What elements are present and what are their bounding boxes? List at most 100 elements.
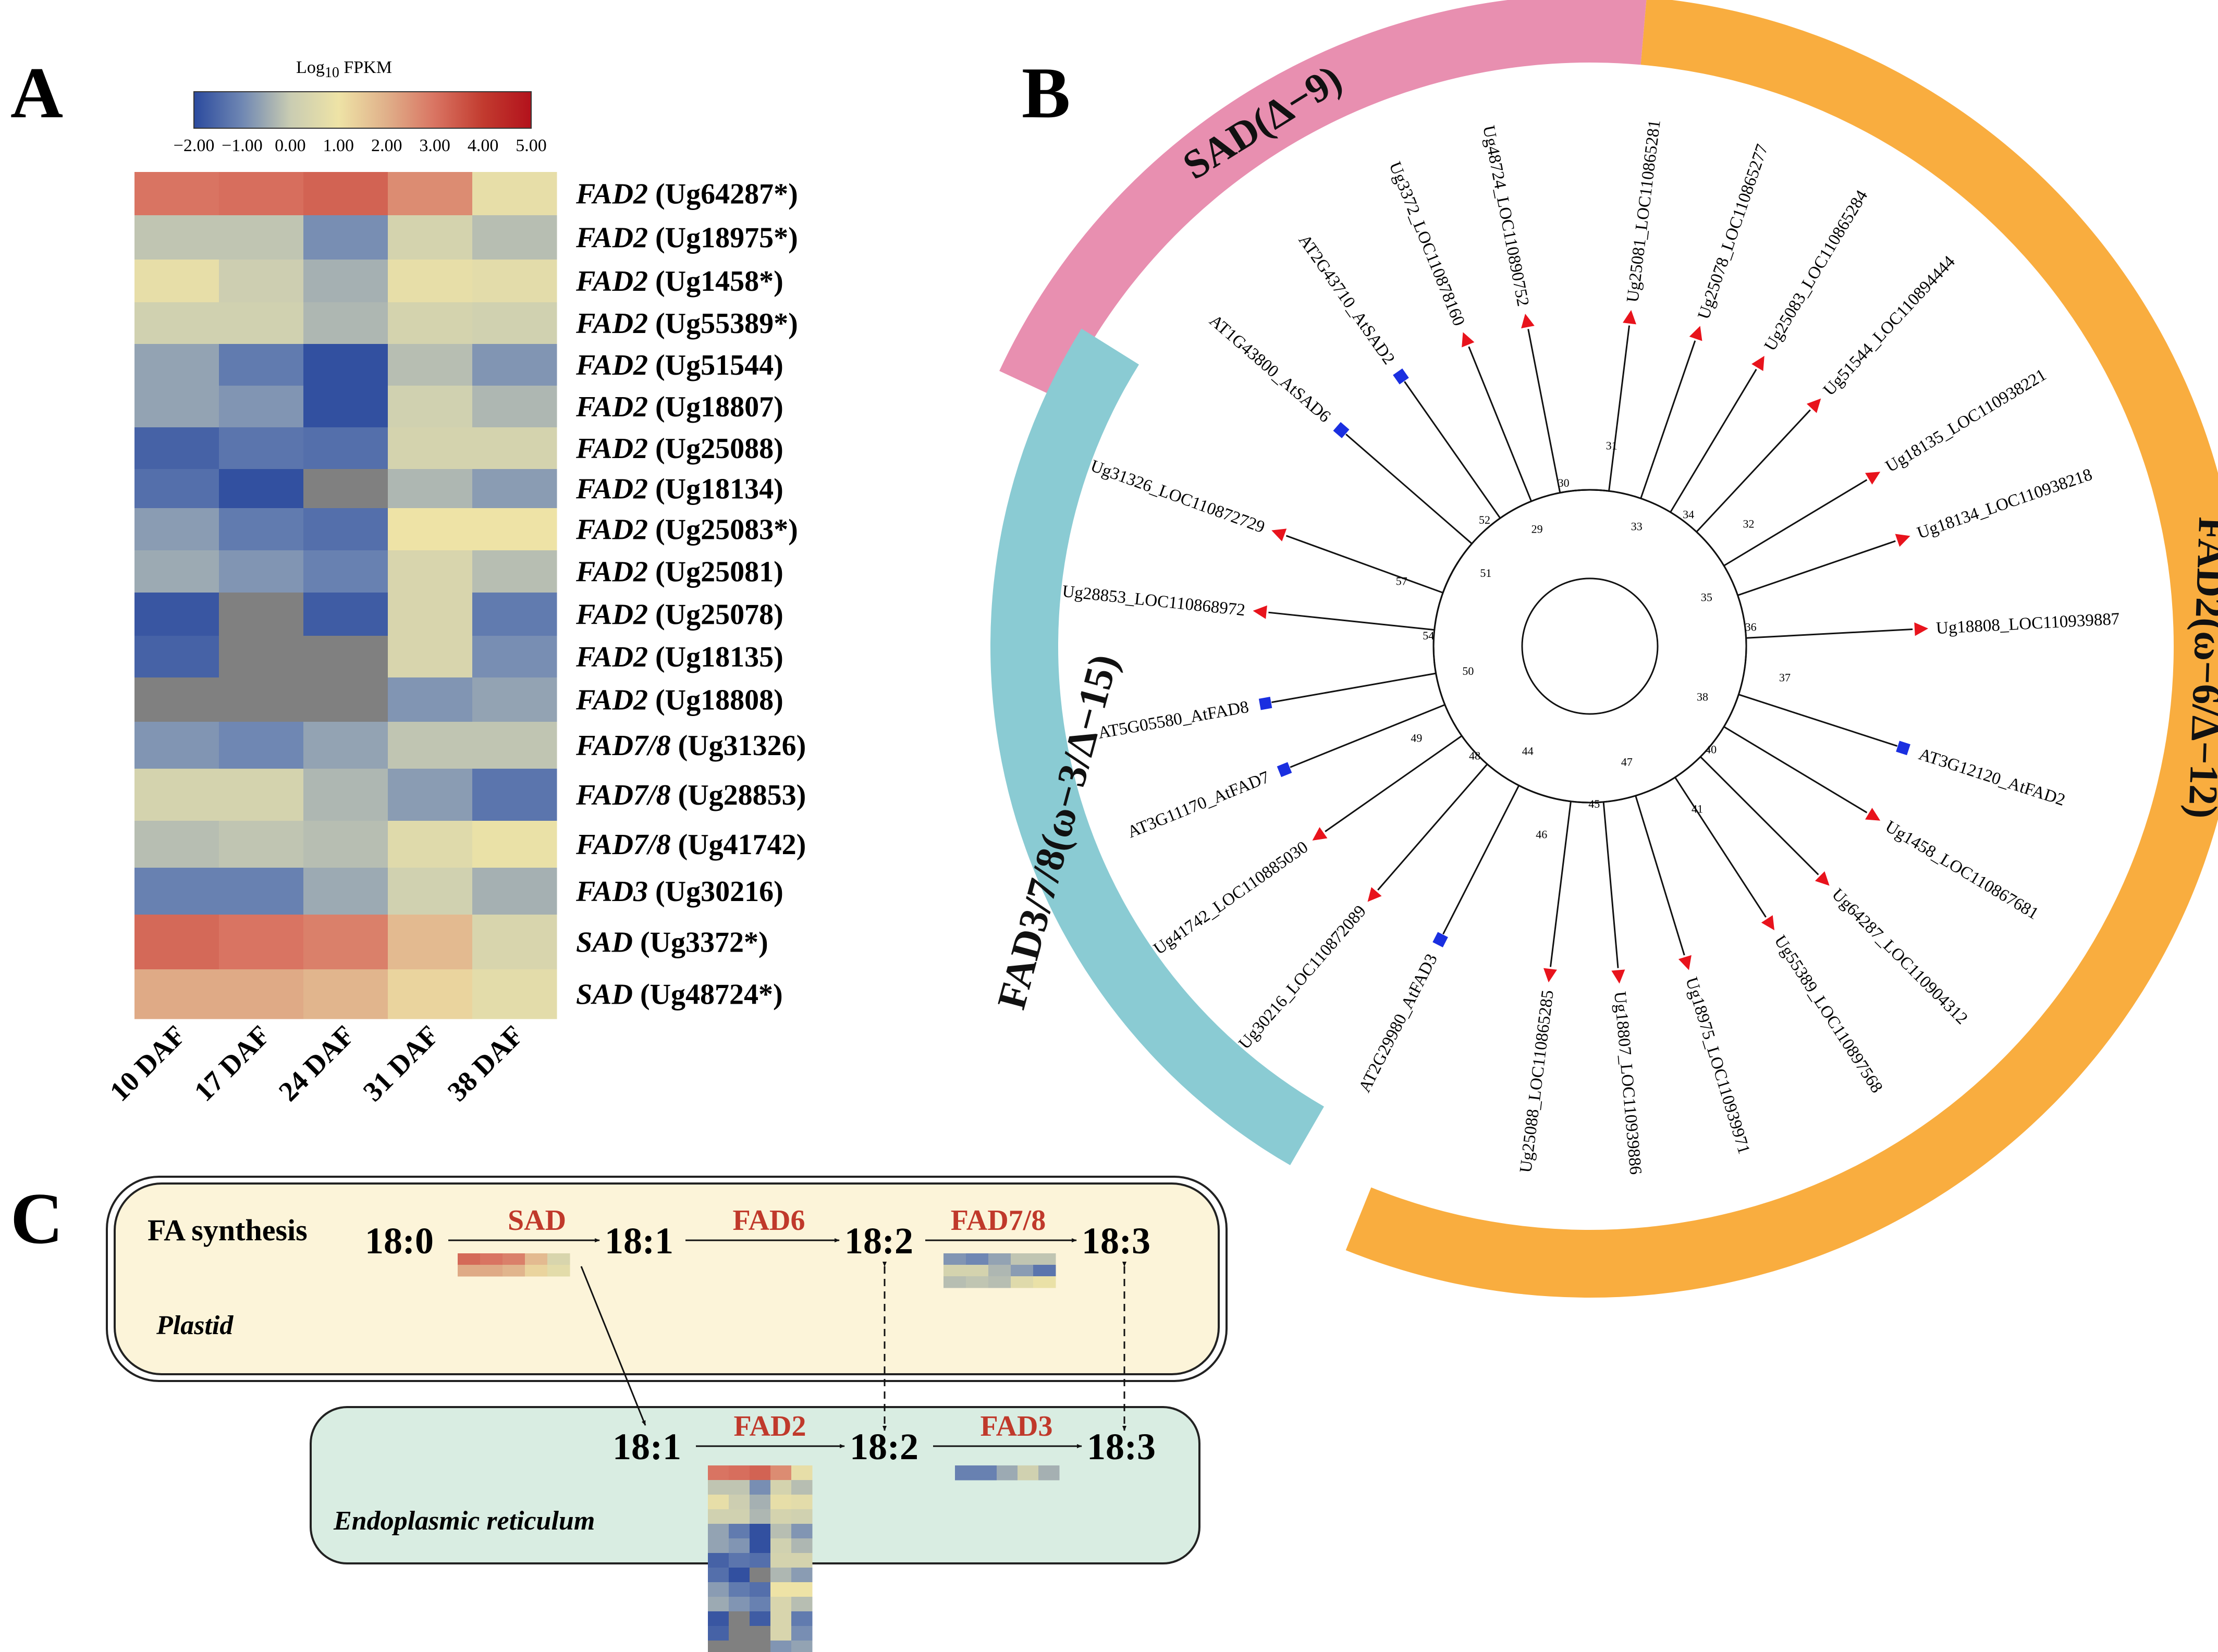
bootstrap-value: 37 [1779,671,1791,684]
tree-branch [1674,776,1767,918]
mini-heatmap-fad2-cell [708,1465,729,1481]
ug-marker-icon [1543,968,1557,983]
heatmap-cell [134,769,219,821]
mini-heatmap-sad-cell [503,1265,525,1277]
tree-clade-arc [1442,489,1747,804]
mini-heatmap-fad2-cell [770,1582,792,1597]
tree-branch [1527,329,1561,493]
tree-branch [1325,735,1463,832]
tree-branch [1285,535,1443,594]
mini-heatmap-fad2-cell [729,1538,750,1554]
mini-heatmap-fad2-cell [750,1568,771,1583]
tree-branch [1746,628,1913,639]
mini-heatmap-fad2-cell [791,1611,813,1626]
heatmap-cell [134,172,219,216]
heatmap-cell [388,260,473,303]
heatmap-row-label: FAD2 (Ug25083*) [575,514,798,546]
mini-heatmap-fad2-cell [770,1524,792,1539]
colorbar-tick-label: −2.00 [174,136,215,155]
tree-branch [1268,611,1435,631]
heatmap-cell [388,677,473,722]
pathway-mini-heatmaps [458,1253,1060,1652]
mini-heatmap-fad2-cell [750,1495,771,1510]
ug-marker-icon [1367,887,1382,902]
mini-heatmap-fad2-cell [708,1568,729,1583]
heatmap-cell [472,469,557,509]
plastid-chem-18-3: 18:3 [1082,1220,1150,1262]
heatmap-row-label: FAD2 (Ug18808) [575,684,783,717]
mini-heatmap-fad2-cell [770,1538,792,1554]
heatmap-cell [472,172,557,216]
tree-leaf-label: Ug3372_LOC110878160 [1385,159,1468,328]
mini-heatmap-fad7-8-cell [943,1276,966,1288]
tree-leaf-label: Ug41742_LOC110885030 [1150,838,1312,959]
mini-heatmap-fad2-cell [791,1495,813,1510]
tree-leaf-label: Ug48724_LOC110890752 [1479,124,1533,308]
mini-heatmap-sad-cell [480,1265,503,1277]
heatmap-row-label: FAD3 (Ug30216) [575,876,783,908]
mini-heatmap-fad2-cell [708,1597,729,1612]
heatmap-column-label: 31 DAF [357,1019,445,1107]
colorbar-tick-label: 0.00 [275,136,306,155]
mini-heatmap-fad2-cell [750,1538,771,1554]
heatmap-cell [134,915,219,970]
heatmap-cell [388,469,473,509]
heatmap-cell [303,215,388,260]
ug-marker-icon [1761,915,1775,931]
at-marker-icon [1896,741,1910,756]
tree-branch [1670,368,1757,513]
heatmap-cell [219,344,304,386]
tree-branch [1549,801,1572,967]
ug-marker-icon [1751,355,1764,371]
bootstrap-value: 29 [1531,522,1543,535]
heatmap-cell [303,302,388,344]
mini-heatmap-fad3-cell [997,1465,1018,1481]
tree-leaf-label: AT3G11170_AtFAD7 [1125,768,1272,842]
ug-marker-icon [1678,955,1692,970]
tree-leaf-label: AT2G29980_AtFAD3 [1355,951,1441,1095]
ug-marker-icon [1623,310,1637,325]
heatmap-cell [303,821,388,868]
mini-heatmap-fad2-cell [708,1611,729,1626]
heatmap-row-label: FAD2 (Ug18135) [575,641,783,673]
heatmap-cell [134,550,219,593]
clade-band-fad3 [990,328,1324,1165]
heatmap-cell [388,868,473,915]
mini-heatmap-sad-cell [525,1265,548,1277]
heatmap-cell [219,550,304,593]
heatmap-cell [219,868,304,915]
heatmap-cell [134,469,219,509]
tree-branch [1290,704,1445,768]
heatmap-cell [219,215,304,260]
mini-heatmap-fad3-cell [955,1465,976,1481]
bootstrap-value: 48 [1469,749,1480,762]
heatmap-cell [134,868,219,915]
ug-marker-icon [1271,528,1287,541]
mini-heatmap-fad2-cell [791,1553,813,1568]
heatmap-cell [472,302,557,344]
mini-heatmap-fad7-8-cell [988,1276,1011,1288]
mini-heatmap-fad2-cell [729,1641,750,1652]
heatmap-cell [472,769,557,821]
bootstrap-value: 46 [1536,828,1547,841]
heatmap-row-label: FAD2 (Ug18807) [575,391,783,423]
heatmap-cell [472,344,557,386]
tree-clade-arc [1433,489,1609,803]
bootstrap-value: 49 [1411,732,1422,745]
clade-band-fad2 [1345,0,2218,1298]
mini-heatmap-sad-cell [547,1265,570,1277]
plastid-chem-18-1: 18:1 [605,1220,673,1262]
pathway-diagram: FA synthesis Plastid Endoplasmic reticul… [106,1176,1228,1652]
heatmap-a [134,172,557,1019]
bootstrap-value: 31 [1606,439,1617,452]
heatmap-cell [388,722,473,769]
heatmap-cell [472,508,557,551]
heatmap-cell [303,508,388,551]
phylogenetic-tree: SAD(Δ−9)FAD2(ω−6/Δ−12)FAD3/7/8(ω−3/Δ−15)… [988,0,2218,1298]
heatmap-row-label: FAD2 (Ug25078) [575,599,783,631]
heatmap-cell [303,386,388,428]
ug-marker-icon [1914,622,1929,636]
mini-heatmap-fad2-cell [708,1553,729,1568]
mini-heatmap-fad2-cell [729,1582,750,1597]
tree-branch [1442,785,1520,935]
